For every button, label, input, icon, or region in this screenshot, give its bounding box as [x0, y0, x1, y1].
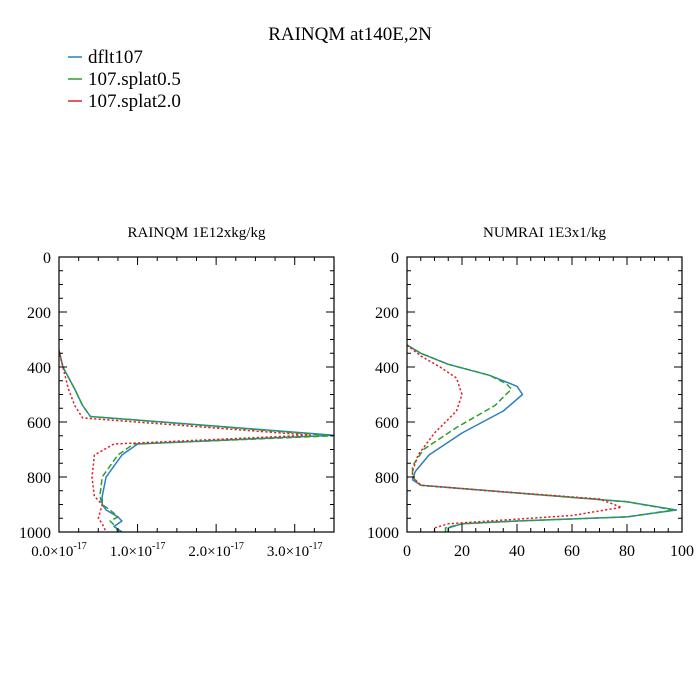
panel-title: RAINQM 1E12xkg/kg — [128, 225, 266, 241]
x-tick-label: 2.0×10-17 — [188, 541, 244, 560]
x-tick-label: 3.0×10-17 — [267, 541, 323, 560]
x-tick-label: 20 — [454, 543, 470, 560]
x-tick-label: 40 — [509, 543, 525, 560]
y-tick-label: 400 — [375, 360, 399, 377]
y-tick-label: 800 — [375, 470, 399, 487]
x-tick-label: 0 — [403, 543, 411, 560]
legend-label-splat2-0: 107.splat2.0 — [88, 91, 181, 112]
x-tick-label: 80 — [619, 543, 635, 560]
figure-title: RAINQM at140E,2N — [268, 24, 432, 45]
y-tick-label: 0 — [391, 250, 399, 267]
y-tick-label: 1000 — [19, 525, 51, 542]
y-tick-label: 600 — [27, 415, 51, 432]
x-tick-label: 0.0×10-17 — [31, 541, 87, 560]
y-tick-label: 400 — [27, 360, 51, 377]
series-line-107-splat0-5 — [407, 344, 675, 532]
y-tick-label: 800 — [27, 470, 51, 487]
x-tick-label: 100 — [670, 543, 694, 560]
y-tick-label: 200 — [375, 305, 399, 322]
y-tick-label: 600 — [375, 415, 399, 432]
rainqm-panel: RAINQM 1E12xkg/kg 0 200 400 600 800 10000.0×10… — [19, 225, 335, 560]
legend: dflt107 107.splat0.5 107.splat2.0 — [68, 47, 181, 112]
series-line-dflt107 — [59, 350, 334, 532]
plot-frame — [406, 256, 683, 533]
legend-label-dflt107: dflt107 — [88, 47, 143, 68]
y-tick-label: 0 — [43, 250, 51, 267]
y-tick-label: 200 — [27, 305, 51, 322]
series-line-107-splat0-5 — [59, 350, 334, 532]
legend-label-splat0-5: 107.splat0.5 — [88, 69, 181, 90]
x-tick-label: 1.0×10-17 — [110, 541, 166, 560]
x-tick-label: 60 — [564, 543, 580, 560]
y-tick-label: 1000 — [367, 525, 399, 542]
panel-title: NUMRAI 1E3x1/kg — [483, 225, 606, 241]
